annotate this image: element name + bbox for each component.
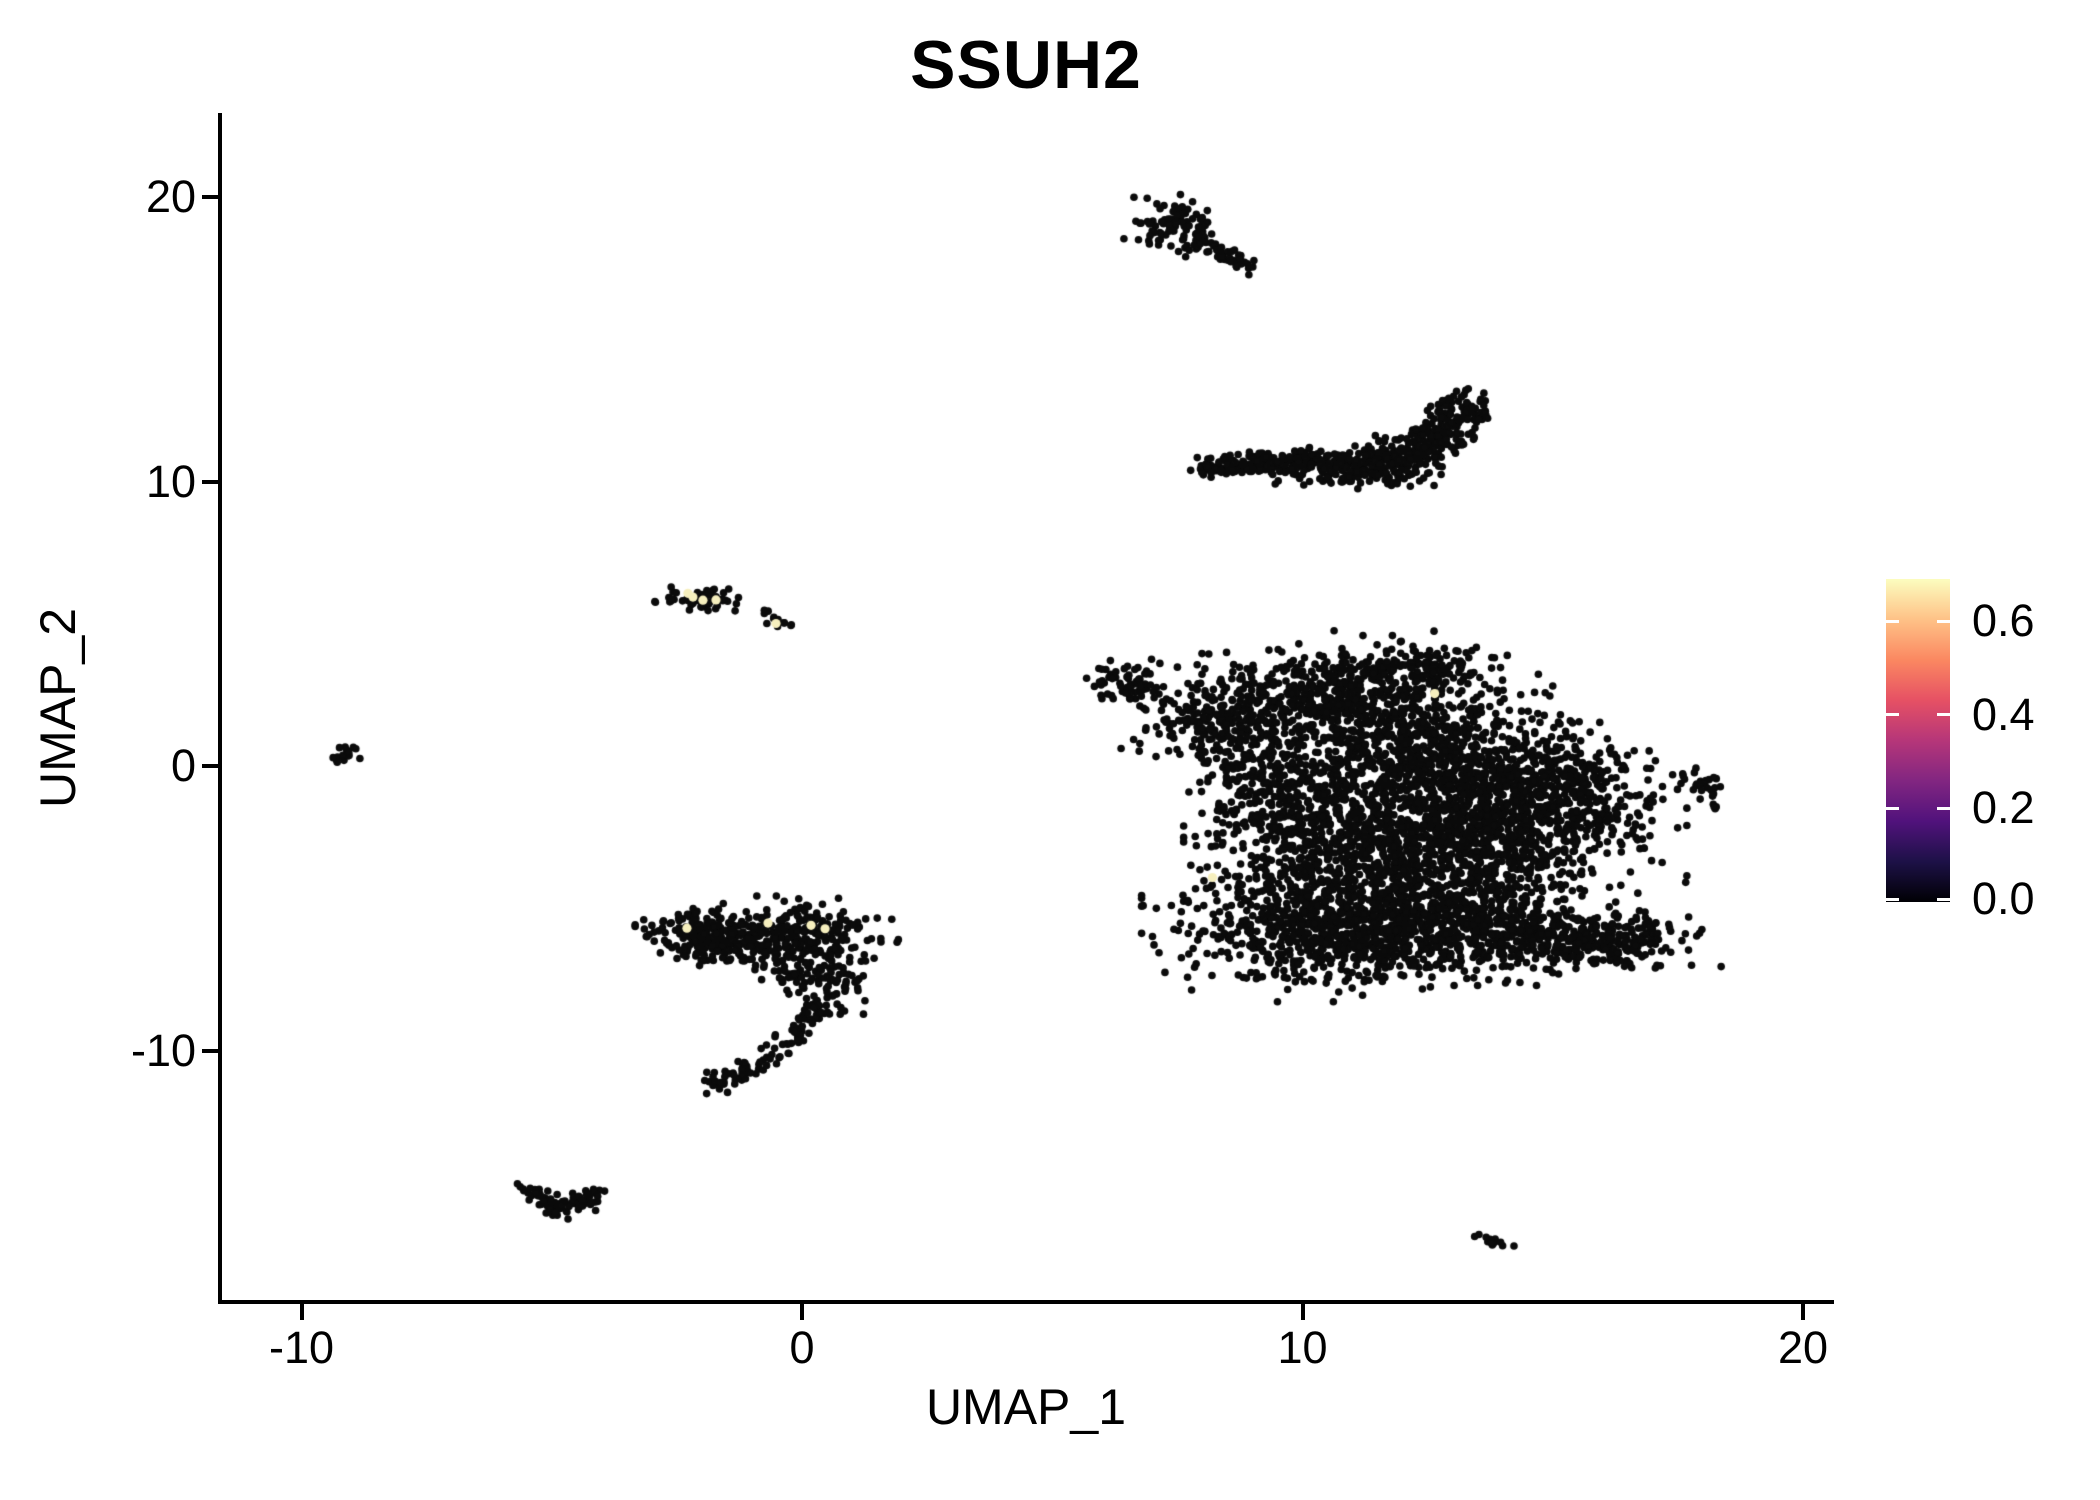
colorbar-tick-mark bbox=[1937, 619, 1950, 623]
colorbar-tick-mark bbox=[1886, 897, 1899, 901]
y-tick-mark bbox=[202, 194, 218, 199]
colorbar-tick-label: 0.6 bbox=[1972, 595, 2035, 647]
y-tick-label: 10 bbox=[145, 455, 196, 507]
colorbar-tick-mark bbox=[1937, 897, 1950, 901]
x-tick-mark bbox=[1800, 1304, 1805, 1320]
colorbar-tick-mark bbox=[1886, 619, 1899, 623]
colorbar-tick-mark bbox=[1937, 806, 1950, 810]
y-tick-mark bbox=[202, 1049, 218, 1054]
x-axis-line bbox=[218, 1300, 1834, 1304]
y-tick-label: -10 bbox=[130, 1025, 196, 1077]
x-tick-label: 0 bbox=[789, 1322, 815, 1373]
colorbar-tick-mark bbox=[1886, 713, 1899, 717]
x-tick-label: 10 bbox=[1277, 1322, 1328, 1373]
x-tick-label: -10 bbox=[269, 1322, 335, 1373]
colorbar-tick-label: 0.2 bbox=[1972, 782, 2035, 834]
x-tick-label: 20 bbox=[1777, 1322, 1828, 1373]
x-axis-title: UMAP_1 bbox=[925, 1379, 1127, 1435]
y-tick-mark bbox=[202, 764, 218, 769]
x-tick-mark bbox=[1300, 1304, 1305, 1320]
x-tick-mark bbox=[299, 1304, 304, 1320]
colorbar-gradient bbox=[1886, 579, 1950, 902]
y-tick-mark bbox=[202, 479, 218, 484]
y-axis-line bbox=[218, 113, 222, 1304]
colorbar-tick-label: 0.4 bbox=[1972, 688, 2035, 740]
y-tick-label: 0 bbox=[170, 740, 196, 792]
y-tick-label: 20 bbox=[145, 170, 196, 222]
y-axis-title: UMAP_2 bbox=[30, 607, 86, 809]
colorbar-tick-label: 0.0 bbox=[1972, 873, 2035, 924]
x-tick-mark bbox=[800, 1304, 805, 1320]
colorbar-tick-mark bbox=[1886, 806, 1899, 810]
colorbar-tick-mark bbox=[1937, 713, 1950, 717]
